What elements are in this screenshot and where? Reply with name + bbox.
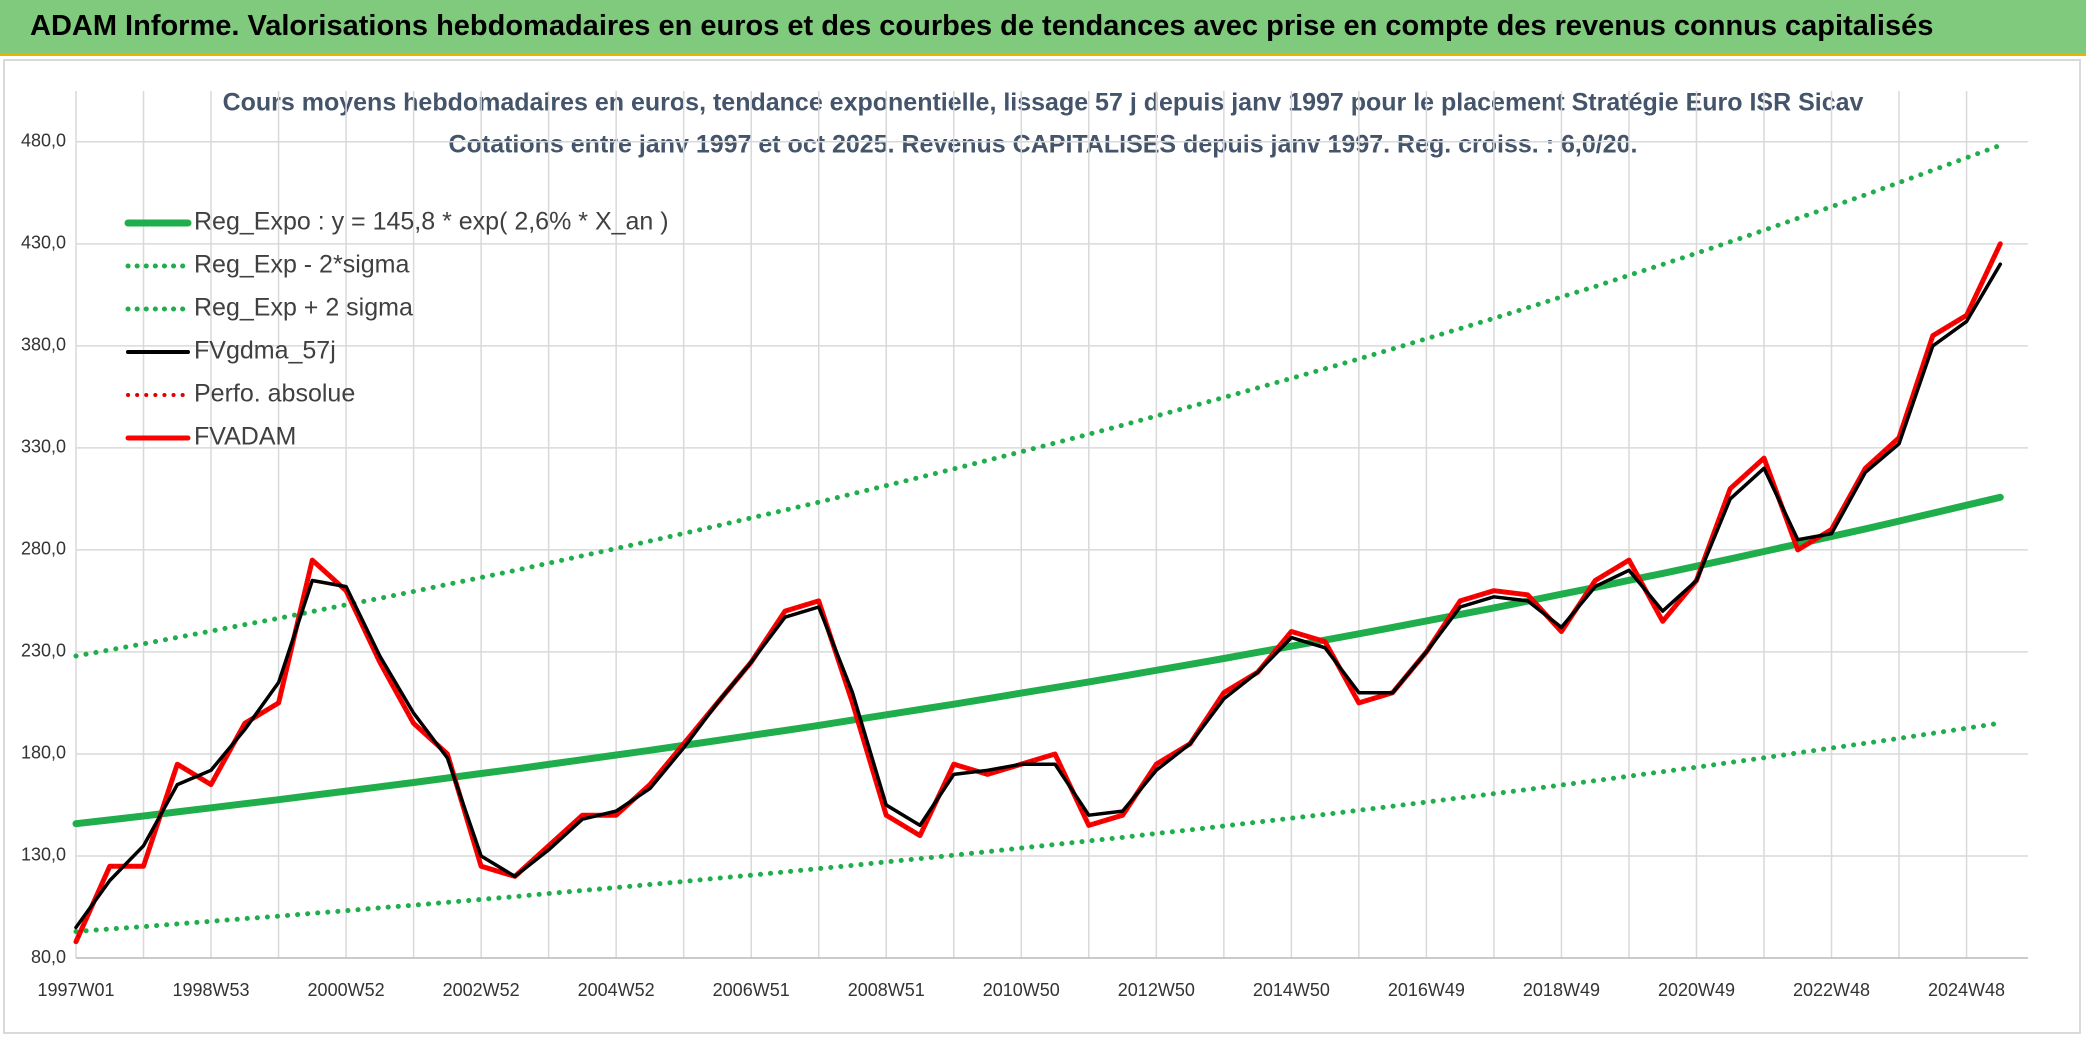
y-tick-label: 130,0 [21,845,66,865]
x-tick-label: 2016W49 [1388,980,1465,1000]
x-tick-label: 1997W01 [37,980,114,1000]
y-tick-label: 280,0 [21,539,66,559]
x-tick-label: 2018W49 [1523,980,1600,1000]
header-title: ADAM Informe. Valorisations hebdomadaire… [30,10,1934,42]
y-tick-label: 180,0 [21,743,66,763]
chart-title: Cours moyens hebdomadaires en euros, ten… [223,89,1864,117]
legend-label: FVADAM [194,423,296,451]
series-line [74,262,2003,930]
header-bar: ADAM Informe. Valorisations hebdomadaire… [0,0,2086,56]
legend-label: Perfo. absolue [194,380,355,408]
series-line [73,720,2003,934]
y-tick-label: 380,0 [21,335,66,355]
x-tick-label: 2006W51 [713,980,790,1000]
x-tick-label: 2008W51 [848,980,925,1000]
x-tick-label: 2012W50 [1118,980,1195,1000]
x-tick-label: 2024W48 [1928,980,2005,1000]
series-line [74,242,2002,944]
x-tick-label: 1998W53 [173,980,250,1000]
legend-label: Reg_Expo : y = 145,8 * exp( 2,6% * X_an … [194,208,669,236]
y-tick-label: 330,0 [21,437,66,457]
chart: Cours moyens hebdomadaires en euros, ten… [3,59,2081,1034]
chart-subtitle: Cotations entre janv 1997 et oct 2025. R… [449,131,1638,159]
x-tick-label: 2020W49 [1658,980,1735,1000]
chart-frame [3,59,2081,1034]
series-line [72,493,2004,828]
y-tick-label: 480,0 [21,131,66,151]
x-tick-label: 2022W48 [1793,980,1870,1000]
x-tick-label: 2010W50 [983,980,1060,1000]
y-tick-label: 230,0 [21,641,66,661]
legend-label: Reg_Exp - 2*sigma [194,251,409,279]
x-tick-label: 2014W50 [1253,980,1330,1000]
x-tick-label: 2002W52 [443,980,520,1000]
x-tick-label: 2000W52 [308,980,385,1000]
y-tick-label: 430,0 [21,233,66,253]
legend-label: Reg_Exp + 2 sigma [194,294,413,322]
legend-label: FVgdma_57j [194,337,336,365]
y-tick-label: 80,0 [31,947,66,967]
x-tick-label: 2004W52 [578,980,655,1000]
